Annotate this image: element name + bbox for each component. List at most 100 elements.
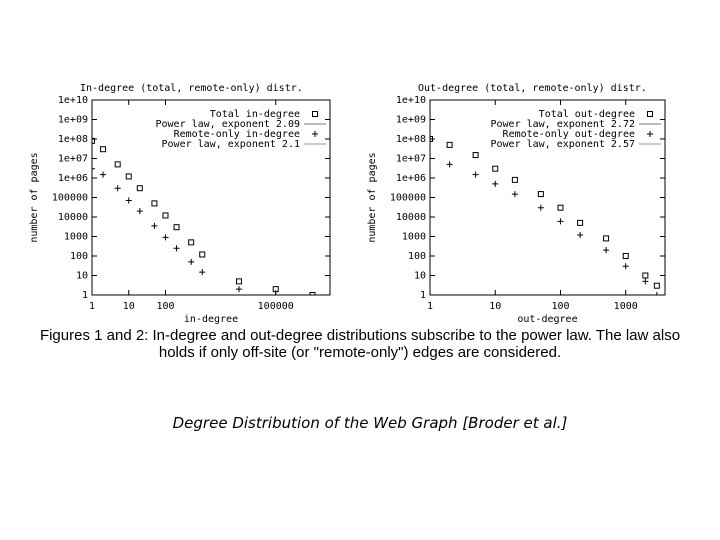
x-tick-label: 100	[551, 301, 569, 312]
x-tick-label: 100	[156, 301, 174, 312]
caption: Figures 1 and 2: In-degree and out-degre…	[39, 327, 681, 361]
y-tick-label: 1e+07	[396, 154, 426, 165]
y-tick-label: 100	[70, 251, 88, 262]
data-point	[472, 152, 479, 159]
data-point	[511, 176, 518, 183]
data-point	[235, 286, 242, 293]
data-point	[430, 136, 433, 142]
data-point	[151, 200, 158, 207]
data-point	[114, 185, 121, 192]
data-point	[622, 263, 629, 270]
y-tick-label: 1e+07	[58, 154, 88, 165]
data-point	[577, 219, 584, 226]
y-tick-label: 100000	[390, 193, 426, 204]
data-point	[537, 204, 544, 211]
data-point	[100, 171, 107, 178]
data-point	[136, 208, 143, 215]
plot-area	[430, 136, 660, 295]
y-tick-label: 1	[82, 290, 88, 301]
y-tick-label: 10000	[396, 212, 426, 223]
y-tick-label: 1000	[402, 232, 426, 243]
data-point	[199, 251, 206, 258]
x-tick-label: 10	[123, 301, 135, 312]
data-point	[472, 171, 479, 178]
data-point	[492, 180, 499, 187]
data-point	[642, 272, 649, 279]
data-point	[603, 247, 610, 254]
data-point	[309, 292, 316, 295]
data-point	[188, 239, 195, 246]
legend-label: Total in-degree	[210, 109, 300, 120]
x-tick-label: 10	[489, 301, 501, 312]
y-tick-label: 1	[420, 290, 426, 301]
x-tick-label: 1	[89, 301, 95, 312]
legend-swatch	[647, 111, 653, 117]
x-axis-label: in-degree	[184, 314, 238, 325]
plot-area	[92, 137, 316, 295]
slide-title: Degree Distribution of the Web Graph [Br…	[172, 414, 568, 432]
data-point	[446, 161, 453, 168]
y-tick-label: 1000	[64, 232, 88, 243]
y-axis-label: number of pages	[29, 152, 40, 242]
data-point	[272, 286, 279, 293]
data-point	[92, 137, 95, 144]
chart-title: In-degree (total, remote-only) distr.	[80, 83, 303, 94]
y-tick-label: 100	[408, 251, 426, 262]
data-point	[430, 155, 433, 162]
data-point	[653, 282, 660, 289]
data-point	[173, 245, 180, 252]
y-tick-label: 10	[414, 271, 426, 282]
y-axis-label: number of pages	[367, 152, 378, 242]
y-tick-label: 1e+09	[58, 115, 88, 126]
legend-swatch	[312, 111, 318, 117]
data-point	[557, 218, 564, 225]
data-point	[603, 235, 610, 242]
y-tick-label: 10	[76, 271, 88, 282]
data-point	[577, 231, 584, 238]
data-point	[173, 224, 180, 231]
y-tick-label: 1e+06	[58, 173, 88, 184]
data-point	[100, 146, 107, 153]
data-point	[162, 212, 169, 219]
data-point	[653, 292, 660, 295]
legend-swatch	[312, 131, 318, 137]
data-point	[136, 185, 143, 192]
y-tick-label: 10000	[58, 212, 88, 223]
y-tick-label: 1e+08	[58, 134, 88, 145]
y-tick-label: 1e+09	[396, 115, 426, 126]
legend-swatch	[647, 131, 653, 137]
data-point	[511, 191, 518, 198]
y-tick-label: 1e+08	[396, 134, 426, 145]
legend-label: Total out-degree	[539, 109, 635, 120]
legend-label: Power law, exponent 2.72	[491, 119, 636, 130]
data-point	[151, 222, 158, 229]
data-point	[199, 269, 206, 276]
legend-label: Remote-only out-degree	[503, 129, 635, 140]
data-point	[188, 258, 195, 265]
y-tick-label: 1e+10	[396, 95, 426, 106]
legend-label: Power law, exponent 2.57	[491, 139, 636, 150]
y-tick-label: 1e+06	[396, 173, 426, 184]
chart-title: Out-degree (total, remote-only) distr.	[418, 83, 647, 94]
data-point	[92, 165, 95, 172]
data-point	[446, 141, 453, 148]
data-point	[162, 234, 169, 241]
x-axis-label: out-degree	[517, 314, 577, 325]
x-tick-label: 1	[427, 301, 433, 312]
data-point	[272, 292, 279, 295]
data-point	[642, 278, 649, 285]
data-point	[125, 197, 132, 204]
legend-label: Power law, exponent 2.1	[162, 139, 300, 150]
legend-label: Remote-only in-degree	[174, 129, 300, 140]
data-point	[622, 253, 629, 259]
data-point	[235, 278, 242, 285]
x-tick-label: 1000	[614, 301, 638, 312]
data-point	[537, 191, 544, 198]
data-point	[114, 161, 121, 168]
data-point	[492, 165, 499, 172]
y-tick-label: 1e+10	[58, 95, 88, 106]
y-tick-label: 100000	[52, 193, 88, 204]
x-tick-label: 100000	[258, 301, 294, 312]
